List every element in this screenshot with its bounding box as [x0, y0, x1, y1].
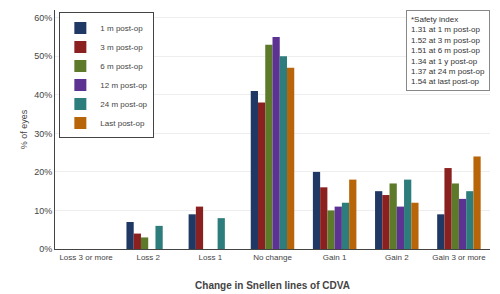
svg-text:40%: 40% [34, 90, 52, 100]
svg-text:Loss 3 or more: Loss 3 or more [59, 253, 113, 262]
svg-text:30%: 30% [34, 129, 52, 139]
svg-text:Last post-op: Last post-op [100, 119, 145, 128]
svg-text:Gain 3 or more: Gain 3 or more [432, 253, 486, 262]
svg-text:*Safety index1.31 at 1 m post-: *Safety index1.31 at 1 m post-op1.52 at … [411, 15, 485, 86]
svg-text:Loss 1: Loss 1 [199, 253, 223, 262]
svg-text:Gain 1: Gain 1 [323, 253, 347, 262]
svg-text:Gain 2: Gain 2 [385, 253, 409, 262]
svg-text:12 m post-op: 12 m post-op [100, 81, 147, 90]
svg-text:Change in Snellen lines of CDV: Change in Snellen lines of CDVA [195, 280, 350, 291]
svg-text:24 m post-op: 24 m post-op [100, 100, 147, 109]
svg-text:20%: 20% [34, 167, 52, 177]
svg-text:50%: 50% [34, 51, 52, 61]
svg-text:10%: 10% [34, 206, 52, 216]
svg-text:No change: No change [253, 253, 292, 262]
svg-text:Loss 2: Loss 2 [136, 253, 160, 262]
svg-text:6 m post-op: 6 m post-op [100, 62, 143, 71]
svg-text:% of eyes: % of eyes [19, 109, 29, 149]
svg-text:1 m post-op: 1 m post-op [100, 24, 143, 33]
svg-text:60%: 60% [34, 13, 52, 23]
svg-text:0%: 0% [39, 244, 52, 254]
svg-text:3 m post-op: 3 m post-op [100, 43, 143, 52]
